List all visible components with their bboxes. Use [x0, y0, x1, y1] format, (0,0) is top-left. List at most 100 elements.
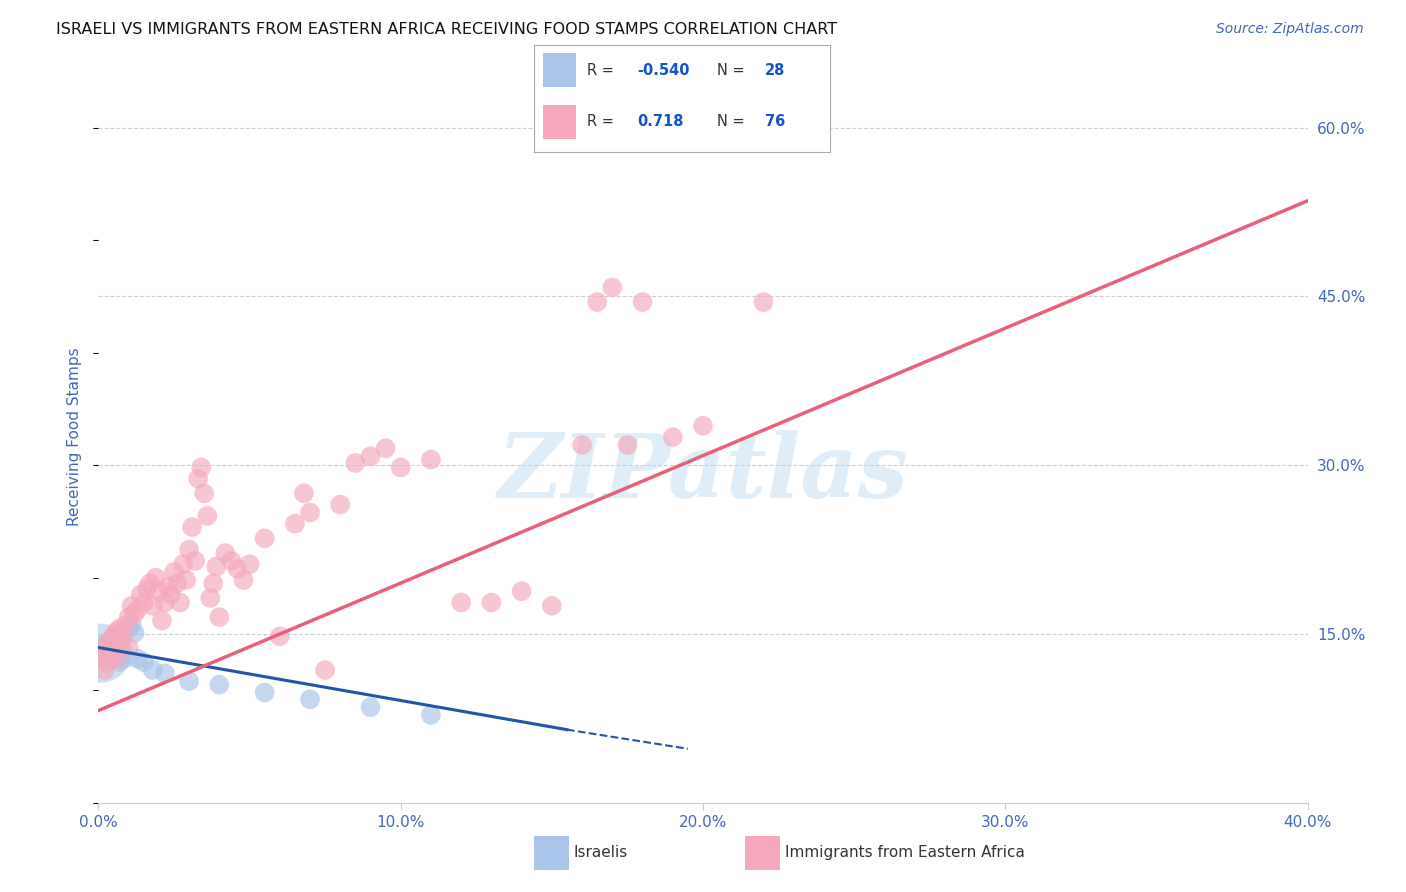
Point — [450, 595, 472, 609]
Point — [602, 280, 624, 294]
Point — [148, 584, 170, 599]
Point — [105, 629, 128, 643]
Point — [108, 636, 131, 650]
Point — [132, 655, 155, 669]
Point — [232, 573, 254, 587]
Point — [145, 571, 167, 585]
Point — [142, 663, 165, 677]
Point — [90, 652, 112, 666]
Point — [374, 442, 396, 456]
Point — [153, 666, 176, 681]
Text: ZIPatlas: ZIPatlas — [498, 431, 908, 516]
Point — [329, 498, 352, 512]
Point — [118, 640, 141, 655]
Point — [314, 663, 336, 677]
Point — [420, 452, 443, 467]
Point — [103, 642, 125, 657]
Text: N =: N = — [717, 62, 749, 78]
Point — [111, 629, 134, 643]
Text: 76: 76 — [765, 114, 785, 129]
Point — [100, 647, 122, 661]
Point — [118, 621, 141, 635]
Text: R =: R = — [588, 114, 619, 129]
Point — [105, 648, 128, 663]
Bar — [543, 54, 575, 87]
Point — [631, 295, 654, 310]
Point — [124, 626, 146, 640]
Point — [190, 460, 212, 475]
Point — [103, 629, 125, 643]
Point — [129, 588, 152, 602]
Point — [299, 692, 322, 706]
Point — [139, 576, 162, 591]
Point — [253, 685, 276, 699]
Point — [571, 438, 593, 452]
Point — [160, 588, 183, 602]
Point — [124, 607, 146, 621]
Point — [169, 595, 191, 609]
Point — [103, 632, 125, 647]
Point — [179, 542, 201, 557]
Point — [93, 647, 115, 661]
Point — [96, 649, 118, 664]
Point — [299, 506, 322, 520]
Point — [114, 618, 136, 632]
Point — [105, 652, 128, 666]
Point — [184, 554, 207, 568]
Point — [586, 295, 609, 310]
Point — [208, 678, 231, 692]
Point — [208, 610, 231, 624]
Point — [752, 295, 775, 310]
Point — [284, 516, 307, 531]
Point — [153, 595, 176, 609]
Point — [172, 558, 194, 572]
Bar — [543, 104, 575, 139]
Point — [100, 636, 122, 650]
Point — [202, 576, 225, 591]
Point — [105, 624, 128, 639]
Point — [193, 486, 215, 500]
Point — [269, 629, 291, 643]
Point — [253, 532, 276, 546]
Point — [205, 559, 228, 574]
Point — [420, 708, 443, 723]
Point — [108, 655, 131, 669]
Point — [100, 652, 122, 666]
Text: 0.718: 0.718 — [638, 114, 685, 129]
Point — [540, 599, 562, 613]
Point — [166, 576, 188, 591]
Point — [96, 644, 118, 658]
Point — [150, 614, 173, 628]
Point — [96, 655, 118, 669]
Point — [100, 632, 122, 647]
Point — [108, 646, 131, 660]
Point — [121, 618, 143, 632]
Point — [226, 562, 249, 576]
Point — [662, 430, 685, 444]
Point — [344, 456, 367, 470]
Point — [214, 546, 236, 560]
Text: Israelis: Israelis — [574, 846, 628, 860]
Point — [510, 584, 533, 599]
Y-axis label: Receiving Food Stamps: Receiving Food Stamps — [67, 348, 83, 526]
Point — [174, 573, 197, 587]
Text: N =: N = — [717, 114, 749, 129]
Point — [111, 641, 134, 656]
Point — [121, 599, 143, 613]
Text: Immigrants from Eastern Africa: Immigrants from Eastern Africa — [785, 846, 1025, 860]
Point — [142, 599, 165, 613]
Point — [481, 595, 503, 609]
Point — [93, 663, 115, 677]
Point — [200, 591, 222, 605]
Point — [181, 520, 204, 534]
Point — [163, 565, 186, 579]
Point — [90, 640, 112, 655]
Point — [103, 640, 125, 655]
Point — [187, 472, 209, 486]
Point — [221, 554, 243, 568]
Point — [127, 602, 149, 616]
Text: R =: R = — [588, 62, 619, 78]
Point — [96, 638, 118, 652]
Point — [360, 449, 382, 463]
Point — [156, 580, 179, 594]
